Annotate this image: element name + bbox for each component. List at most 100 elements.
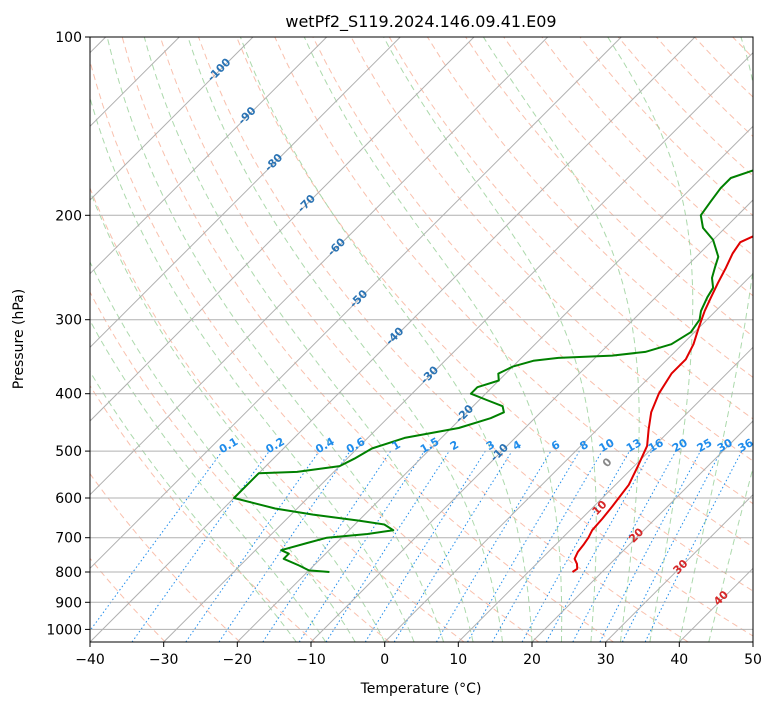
dry-adiabat-line [426,37,753,378]
y-tick-label: 500 [55,444,82,460]
mixing-ratio-line [572,450,677,642]
mixing-ratio-line [90,450,223,632]
surface-label: 20 [626,525,646,545]
dry-adiabat-line [656,37,753,138]
mixing-ratio-line [364,450,486,642]
mixing-ratio-label: 16 [646,436,666,455]
isotherm-gridline [531,420,753,642]
isotherm-gridline [90,37,549,496]
x-tick-label: −30 [149,652,179,668]
moist-adiabat-line [383,37,597,642]
x-tick-label: 30 [597,652,615,668]
mixing-ratio-line [393,450,513,642]
isotherm-gridline [90,37,475,422]
dry-adiabat-line [121,37,614,642]
mixing-ratio-line [298,450,425,642]
y-tick-label: 1000 [46,622,82,638]
isotherm-label: -60 [325,235,348,258]
moist-adiabat-line [678,37,753,642]
isotherm-label: -100 [205,55,234,84]
y-tick-label: 600 [55,491,82,507]
isotherm-gridline [163,51,753,642]
pressure-gridlines [90,37,753,630]
isotherm-gridlines [90,37,753,642]
mixing-ratio-label: 13 [624,436,644,455]
dry-adiabat-line [90,472,241,642]
mixing-ratio-line [599,450,701,642]
isotherm-gridline [384,272,753,642]
dry-adiabat-line [503,37,753,297]
moist-adiabat-line [90,260,356,642]
dry-adiabat-line [90,384,316,642]
dry-adiabat-line [159,37,689,642]
x-tick-label: 10 [449,652,467,668]
dry-adiabat-line [90,186,465,642]
moist-adiabat-line [90,96,415,642]
dry-adiabat-line [388,37,753,420]
dry-adiabat-line [90,59,540,642]
mixing-ratio-label: 0.2 [263,435,286,456]
x-tick-label: −20 [223,652,253,668]
sounding-series [233,169,753,573]
y-tick-label: 400 [55,387,82,403]
x-tick-label: 0 [380,652,389,668]
isotherm-label: -30 [418,363,441,386]
mixing-ratio-line [545,450,653,642]
mixing-ratio-label: 25 [695,436,715,455]
isotherm-label: -70 [295,192,318,215]
mixing-ratio-label: 0.4 [313,435,337,456]
isotherm-gridline [90,37,328,275]
isotherm-gridline [236,125,753,642]
chart-title: wetPf2_S119.2024.146.09.41.E09 [285,12,556,32]
y-tick-label: 200 [55,208,82,224]
moist-adiabat-line [239,37,533,642]
dry-adiabat-line [236,37,753,592]
dewpoint-line [233,169,753,573]
mixing-ratio-line [521,450,630,642]
y-tick-label: 700 [55,531,82,547]
x-tick-label: −40 [75,652,105,668]
moist-adiabat-line [143,37,474,642]
mixing-ratio-line [325,450,450,642]
isotherm-label: -90 [235,104,258,127]
moist-adiabat-line [303,37,563,642]
in-plot-labels: 0.1 0.2 0.4 0.6 1 1.5 2 3 4 6 8 10 13 16 20 25 30 36-100-… [205,55,756,608]
isotherm-gridline [90,37,696,642]
moist-adiabats [90,37,753,642]
x-tick-label: 50 [744,652,762,668]
dry-adiabat-line [274,37,753,548]
x-axis: −40 −30 −20 −10 0 10 20 30 40 50 [75,642,762,668]
x-tick-label: 20 [523,652,541,668]
isotherm-gridline [457,346,753,642]
moist-adiabat-line [607,37,694,642]
mixing-ratio-label: 10 [597,436,617,455]
isotherm-label: -20 [453,402,476,425]
isotherm-gridline [678,567,753,642]
zero-level-label: 0 [600,455,615,470]
y-tick-label: 100 [55,30,82,46]
plot-area: 0.1 0.2 0.4 0.6 1 1.5 2 3 4 6 8 10 13 16 20 25 30 36-100-… [90,37,775,642]
mixing-ratio-line [185,450,320,642]
mixing-ratio-line [131,450,270,642]
isotherm-gridline [90,37,254,201]
isotherm-gridline [752,641,753,642]
temperature-line [571,235,753,573]
isotherm-label: -80 [262,151,285,174]
moist-adiabat-line [90,189,386,642]
x-tick-label: 40 [670,652,688,668]
isotherm-gridline [605,493,753,642]
x-axis-title: Temperature (°C) [360,681,482,697]
y-tick-label: 300 [55,313,82,329]
dry-adiabat-line [771,37,775,642]
moist-adiabat-line [106,37,445,642]
moist-adiabat-line [90,370,297,642]
y-axis-title: Pressure (hPa) [11,289,27,389]
mixing-ratio-line [218,450,351,642]
y-tick-label: 800 [55,565,82,581]
moist-adiabat-line [187,37,503,642]
mixing-ratio-label: 36 [736,436,756,455]
isotherm-gridline [90,37,401,349]
y-axis: 100 200 300 400 500 600 700 800 900 1000 [46,30,90,638]
y-tick-label: 900 [55,595,82,611]
